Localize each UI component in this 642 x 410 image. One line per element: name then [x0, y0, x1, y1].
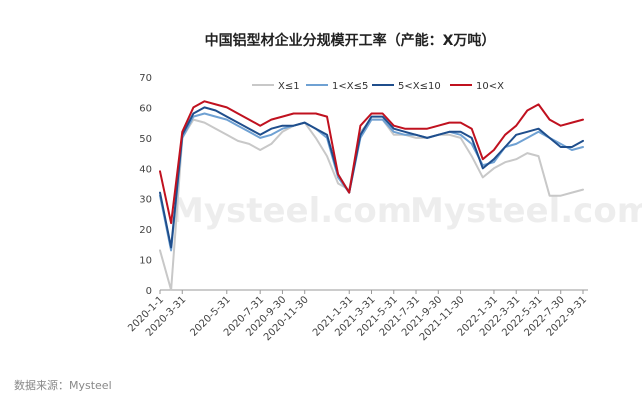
- watermark-text: Mysteel.com: [410, 191, 642, 231]
- y-tick-label: 20: [139, 225, 152, 236]
- legend-label: X≤1: [278, 81, 300, 92]
- series-line: [159, 106, 584, 249]
- y-tick-label: 10: [139, 256, 152, 267]
- legend-label: 5<X≤10: [398, 81, 441, 92]
- series-group: [159, 100, 584, 291]
- y-tick-label: 30: [139, 195, 152, 206]
- y-tick-label: 40: [139, 164, 152, 175]
- y-tick-label: 50: [139, 134, 152, 145]
- y-tick-label: 70: [139, 73, 152, 84]
- y-tick-label: 60: [139, 103, 152, 114]
- legend-label: 1<X≤5: [332, 81, 368, 92]
- legend: X≤1 1<X≤5 5<X≤10 10<X: [252, 81, 504, 92]
- y-tick-label: 0: [146, 286, 152, 297]
- legend-label: 10<X: [476, 81, 504, 92]
- series-line: [159, 100, 584, 225]
- series-line: [159, 112, 584, 252]
- chart-title: 中国铝型材企业分规模开工率（产能：X万吨）: [205, 32, 496, 49]
- watermark-text: Mysteel.com: [170, 191, 412, 231]
- source-note: 数据来源：Mysteel: [14, 379, 112, 392]
